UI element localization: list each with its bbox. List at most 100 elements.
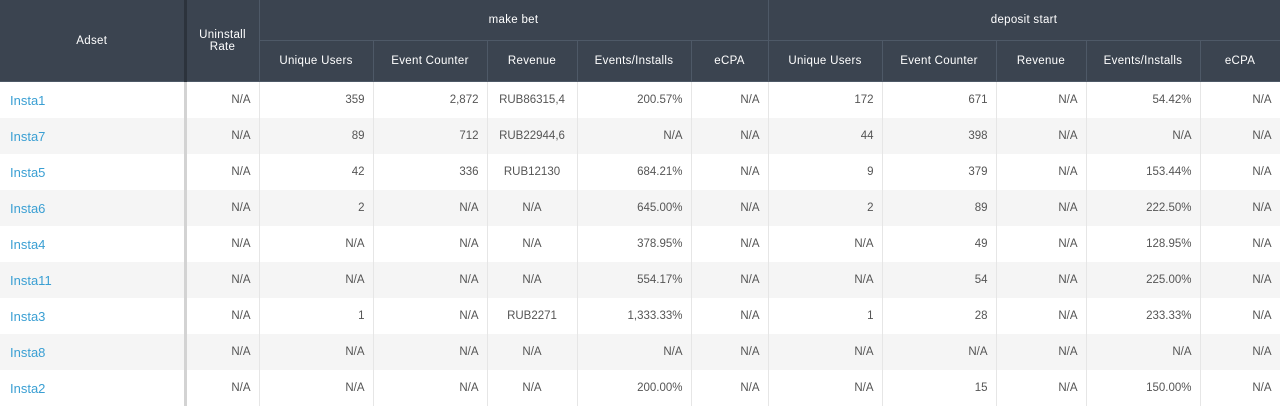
deposit-start-ecpa-cell: N/A (1200, 118, 1280, 154)
adset-link[interactable]: Insta7 (0, 118, 187, 154)
uninstall-rate-cell: N/A (185, 370, 260, 406)
table-row: Insta1 N/A 359 2,872 RUB86315,4 200.57% N/A 172… (0, 81, 1280, 118)
deposit-start-unique-users-cell: 9 (768, 154, 883, 190)
deposit-start-unique-users-cell: 172 (768, 81, 883, 118)
deposit-start-revenue-cell: N/A (996, 334, 1087, 370)
make-bet-ecpa-cell: N/A (691, 226, 769, 262)
deposit-start-events-installs-cell: 54.42% (1086, 81, 1201, 118)
group-header-make-bet: make bet (259, 0, 769, 41)
deposit-start-revenue-cell: N/A (996, 81, 1087, 118)
adset-link[interactable]: Insta3 (0, 298, 187, 334)
make-bet-event-counter-cell: 336 (373, 154, 488, 190)
make-bet-unique-users-cell: N/A (259, 370, 374, 406)
column-header-uninstall-rate[interactable]: Uninstall Rate (185, 0, 260, 82)
column-header-revenue[interactable]: Revenue (487, 40, 578, 82)
make-bet-events-installs-cell: 200.00% (577, 370, 692, 406)
deposit-start-unique-users-cell: 2 (768, 190, 883, 226)
deposit-start-ecpa-cell: N/A (1200, 81, 1280, 118)
make-bet-ecpa-cell: N/A (691, 298, 769, 334)
deposit-start-ecpa-cell: N/A (1200, 154, 1280, 190)
make-bet-events-installs-cell: 378.95% (577, 226, 692, 262)
column-header-unique-users[interactable]: Unique Users (768, 40, 883, 82)
make-bet-unique-users-cell: N/A (259, 262, 374, 298)
make-bet-ecpa-cell: N/A (691, 118, 769, 154)
column-header-ecpa[interactable]: eCPA (1200, 40, 1280, 82)
uninstall-rate-cell: N/A (185, 118, 260, 154)
deposit-start-ecpa-cell: N/A (1200, 298, 1280, 334)
deposit-start-revenue-cell: N/A (996, 226, 1087, 262)
make-bet-events-installs-cell: N/A (577, 334, 692, 370)
table-body: Insta1 N/A 359 2,872 RUB86315,4 200.57% N/A 172… (0, 81, 1280, 406)
deposit-start-revenue-cell: N/A (996, 262, 1087, 298)
deposit-start-revenue-cell: N/A (996, 154, 1087, 190)
make-bet-events-installs-cell: 554.17% (577, 262, 692, 298)
table-row: Insta3 N/A 1 N/A RUB2271 1,333.33% N/A 1 28 N/A 23… (0, 298, 1280, 334)
make-bet-event-counter-cell: N/A (373, 190, 488, 226)
table-header: Adset Uninstall Rate make bet deposit st… (0, 0, 1280, 82)
make-bet-events-installs-cell: 1,333.33% (577, 298, 692, 334)
make-bet-revenue-cell: RUB12130 (487, 154, 578, 190)
adset-link[interactable]: Insta5 (0, 154, 187, 190)
make-bet-events-installs-cell: 200.57% (577, 81, 692, 118)
uninstall-rate-cell: N/A (185, 190, 260, 226)
deposit-start-event-counter-cell: 379 (882, 154, 997, 190)
make-bet-revenue-cell: RUB86315,4 (487, 81, 578, 118)
deposit-start-event-counter-cell: 89 (882, 190, 997, 226)
make-bet-events-installs-cell: 645.00% (577, 190, 692, 226)
deposit-start-event-counter-cell: 15 (882, 370, 997, 406)
table-row: Insta11 N/A N/A N/A N/A 554.17% N/A N/A 54 N/A 225… (0, 262, 1280, 298)
make-bet-unique-users-cell: N/A (259, 226, 374, 262)
deposit-start-revenue-cell: N/A (996, 370, 1087, 406)
column-header-event-counter[interactable]: Event Counter (882, 40, 997, 82)
deposit-start-event-counter-cell: 28 (882, 298, 997, 334)
column-header-ecpa[interactable]: eCPA (691, 40, 769, 82)
deposit-start-unique-users-cell: 1 (768, 298, 883, 334)
deposit-start-ecpa-cell: N/A (1200, 190, 1280, 226)
make-bet-ecpa-cell: N/A (691, 334, 769, 370)
column-header-adset[interactable]: Adset (0, 0, 187, 82)
adset-link[interactable]: Insta2 (0, 370, 187, 406)
group-header-deposit-start: deposit start (768, 0, 1280, 41)
make-bet-unique-users-cell: N/A (259, 334, 374, 370)
deposit-start-unique-users-cell: N/A (768, 370, 883, 406)
table-row: Insta6 N/A 2 N/A N/A 645.00% N/A 2 89 N/A 222.50% N… (0, 190, 1280, 226)
make-bet-revenue-cell: N/A (487, 190, 578, 226)
make-bet-ecpa-cell: N/A (691, 81, 769, 118)
make-bet-ecpa-cell: N/A (691, 262, 769, 298)
column-header-unique-users[interactable]: Unique Users (259, 40, 374, 82)
uninstall-rate-cell: N/A (185, 262, 260, 298)
deposit-start-events-installs-cell: 222.50% (1086, 190, 1201, 226)
deposit-start-ecpa-cell: N/A (1200, 226, 1280, 262)
deposit-start-events-installs-cell: 153.44% (1086, 154, 1201, 190)
table-row: Insta2 N/A N/A N/A N/A 200.00% N/A N/A 15 N/A 150.… (0, 370, 1280, 406)
deposit-start-event-counter-cell: 398 (882, 118, 997, 154)
deposit-start-unique-users-cell: N/A (768, 226, 883, 262)
make-bet-unique-users-cell: 2 (259, 190, 374, 226)
deposit-start-events-installs-cell: 225.00% (1086, 262, 1201, 298)
make-bet-unique-users-cell: 42 (259, 154, 374, 190)
deposit-start-revenue-cell: N/A (996, 298, 1087, 334)
deposit-start-event-counter-cell: N/A (882, 334, 997, 370)
adset-link[interactable]: Insta4 (0, 226, 187, 262)
deposit-start-revenue-cell: N/A (996, 190, 1087, 226)
column-header-event-counter[interactable]: Event Counter (373, 40, 488, 82)
make-bet-unique-users-cell: 1 (259, 298, 374, 334)
adset-link[interactable]: Insta1 (0, 81, 187, 118)
make-bet-revenue-cell: N/A (487, 334, 578, 370)
make-bet-event-counter-cell: N/A (373, 334, 488, 370)
deposit-start-events-installs-cell: 128.95% (1086, 226, 1201, 262)
make-bet-ecpa-cell: N/A (691, 190, 769, 226)
make-bet-event-counter-cell: N/A (373, 370, 488, 406)
make-bet-unique-users-cell: 89 (259, 118, 374, 154)
column-header-events-installs[interactable]: Events/Installs (1086, 40, 1201, 82)
adset-link[interactable]: Insta6 (0, 190, 187, 226)
column-header-events-installs[interactable]: Events/Installs (577, 40, 692, 82)
table-row: Insta4 N/A N/A N/A N/A 378.95% N/A N/A 49 N/A 128.… (0, 226, 1280, 262)
deposit-start-events-installs-cell: N/A (1086, 334, 1201, 370)
adset-link[interactable]: Insta11 (0, 262, 187, 298)
make-bet-revenue-cell: RUB22944,6 (487, 118, 578, 154)
column-header-revenue[interactable]: Revenue (996, 40, 1087, 82)
uninstall-rate-cell: N/A (185, 81, 260, 118)
adset-link[interactable]: Insta8 (0, 334, 187, 370)
